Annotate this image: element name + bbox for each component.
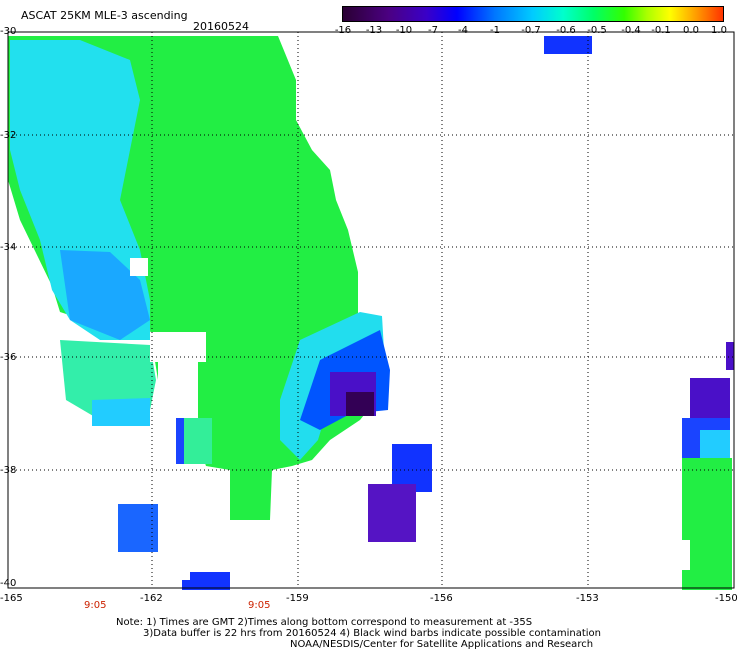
lon-label: -156 bbox=[430, 593, 453, 604]
footer-note-line2: 3)Data buffer is 22 hrs from 20160524 4)… bbox=[143, 628, 601, 639]
product-date: 20160524 bbox=[193, 20, 249, 33]
colorbar-tick: -0.7 bbox=[521, 25, 541, 36]
swath-gap bbox=[150, 332, 206, 362]
swath-region-front-dark bbox=[346, 392, 374, 416]
swath-region-blue-small bbox=[92, 398, 150, 426]
lon-label: -153 bbox=[576, 593, 599, 604]
swath-patch bbox=[544, 36, 592, 54]
graticule bbox=[8, 32, 734, 588]
footer-credit: NOAA/NESDIS/Center for Satellite Applica… bbox=[290, 639, 594, 650]
colorbar-tick: -0.1 bbox=[651, 25, 671, 36]
time-label: 9:05 bbox=[248, 600, 271, 611]
map-frame bbox=[7, 31, 735, 589]
lat-label: -30 bbox=[0, 26, 17, 37]
colorbar-tick: -7 bbox=[428, 25, 438, 36]
lon-label: -150 bbox=[715, 593, 738, 604]
colorbar-tick: -0.4 bbox=[621, 25, 641, 36]
colorbar-tick: -10 bbox=[395, 25, 413, 36]
swath-patch bbox=[368, 484, 416, 542]
product-title: ASCAT 25KM MLE-3 ascending bbox=[21, 9, 188, 22]
swath-patch bbox=[190, 572, 230, 590]
footer-note-line1: Note: 1) Times are GMT 2)Times along bot… bbox=[116, 617, 533, 628]
swath-region-east-edge bbox=[726, 342, 734, 370]
swath-gap bbox=[682, 540, 690, 570]
lat-label: -34 bbox=[0, 242, 17, 253]
colorbar-tick: -16 bbox=[334, 25, 352, 36]
lat-label: -36 bbox=[0, 352, 17, 363]
lon-label: -162 bbox=[140, 593, 163, 604]
lat-label: -38 bbox=[0, 465, 17, 476]
swath-region-east-purple bbox=[690, 378, 730, 422]
lat-label: -32 bbox=[0, 130, 17, 141]
swath-gap bbox=[158, 360, 198, 420]
colorbar-tick: -13 bbox=[365, 25, 383, 36]
colorbar-tick: 1.0 bbox=[711, 25, 727, 36]
swath-data bbox=[8, 36, 734, 590]
swath-patch bbox=[182, 580, 192, 590]
swath-region-east-green bbox=[682, 458, 732, 590]
time-label: 9:05 bbox=[84, 600, 107, 611]
colorbar-tick: 0.0 bbox=[683, 25, 699, 36]
lon-label: -165 bbox=[0, 593, 23, 604]
colorbar-tick: -1 bbox=[490, 25, 500, 36]
swath-patch bbox=[176, 418, 184, 464]
swath-patch bbox=[118, 504, 158, 552]
lat-label: -40 bbox=[0, 578, 17, 589]
color-scale-bar bbox=[342, 6, 724, 22]
lon-label: -159 bbox=[286, 593, 309, 604]
swath-gap bbox=[130, 258, 148, 276]
swath-region-blue-west bbox=[60, 250, 150, 340]
swath-region-east-cyan bbox=[700, 430, 730, 460]
colorbar-tick: -4 bbox=[458, 25, 468, 36]
colorbar-tick: -0.6 bbox=[556, 25, 576, 36]
colorbar-tick: -0.5 bbox=[587, 25, 607, 36]
